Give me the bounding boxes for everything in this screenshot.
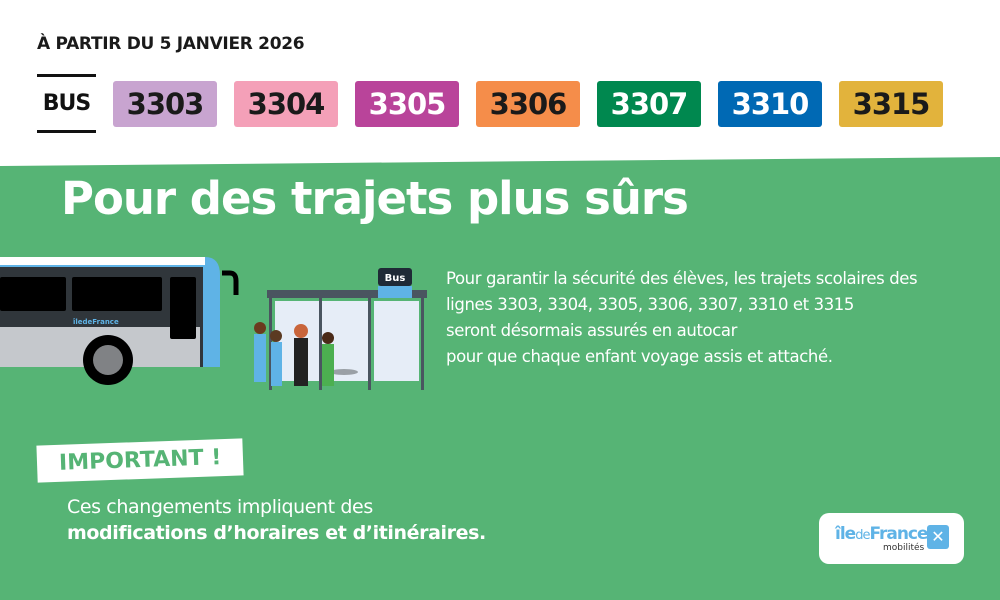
- bus-stop-illustration: Bus: [254, 268, 427, 390]
- person-icon: ✕: [927, 525, 949, 549]
- important-label: IMPORTANT !: [36, 438, 244, 483]
- note-line-bold: modifications d’horaires et d’itinéraire…: [67, 522, 486, 544]
- line-badge: 3307: [597, 80, 701, 127]
- children-illustration: [254, 322, 334, 386]
- bus-illustration: îledeFrance: [0, 257, 239, 385]
- important-note: Ces changements impliquent des modificat…: [67, 494, 486, 546]
- page-title: Pour des trajets plus sûrs: [61, 172, 689, 225]
- svg-text:Bus: Bus: [385, 273, 406, 284]
- line-badge: 3304: [234, 80, 338, 127]
- note-line: Ces changements impliquent des: [67, 496, 373, 518]
- description-line: lignes 3303, 3304, 3305, 3306, 3307, 331…: [446, 295, 854, 314]
- idf-mobilites-logo: îledeFrance mobilités ✕: [819, 513, 964, 564]
- description-line: pour que chaque enfant voyage assis et a…: [446, 347, 833, 366]
- svg-text:îledeFrance: îledeFrance: [72, 318, 119, 326]
- bus-mode-label: BUS: [37, 74, 96, 133]
- line-badge: 3306: [476, 80, 580, 127]
- line-badge: 3305: [355, 80, 459, 127]
- start-date: À PARTIR DU 5 JANVIER 2026: [37, 34, 305, 54]
- line-list: BUS 3303 3304 3305 3306 3307 3310 3315: [37, 74, 943, 133]
- description: Pour garantir la sécurité des élèves, le…: [446, 266, 966, 370]
- line-badge: 3303: [113, 80, 217, 127]
- description-line: seront désormais assurés en autocar: [446, 321, 737, 340]
- description-line: Pour garantir la sécurité des élèves, le…: [446, 269, 918, 288]
- line-badge: 3315: [839, 80, 943, 127]
- line-badge: 3310: [718, 80, 822, 127]
